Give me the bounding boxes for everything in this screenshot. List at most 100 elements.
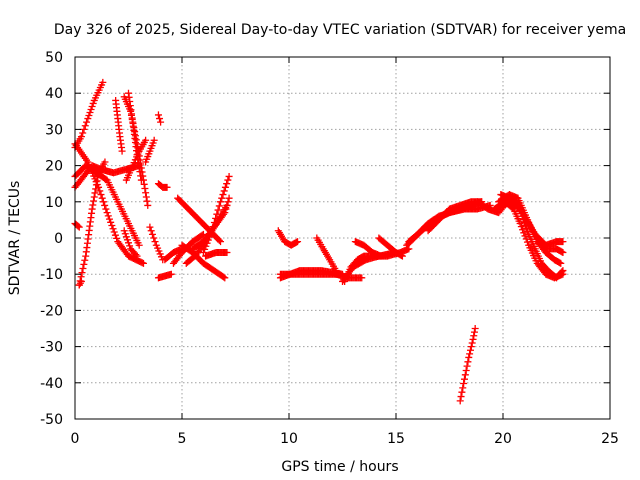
data-point <box>122 233 130 241</box>
data-point <box>294 238 302 246</box>
data-point <box>457 393 465 401</box>
data-point <box>90 193 98 201</box>
data-point <box>462 366 470 374</box>
data-point <box>132 251 140 259</box>
data-point <box>101 158 109 166</box>
data-point <box>77 277 85 285</box>
y-tick-label: -20 <box>40 303 63 319</box>
data-point <box>210 218 218 226</box>
data-point <box>461 371 469 379</box>
data-point <box>90 197 98 205</box>
data-point <box>96 187 104 195</box>
data-point <box>458 388 466 396</box>
data-point <box>460 375 468 383</box>
data-point <box>137 176 145 184</box>
x-tick-label: 5 <box>178 431 187 447</box>
data-point <box>108 222 116 230</box>
data-point <box>113 234 121 242</box>
data-point <box>225 194 233 202</box>
data-point <box>103 209 111 217</box>
data-point <box>142 193 150 201</box>
data-point <box>142 189 150 197</box>
data-point <box>459 384 467 392</box>
data-point <box>519 226 527 234</box>
data-point <box>199 248 207 256</box>
data-point <box>208 227 216 235</box>
data-point <box>102 205 110 213</box>
y-tick-label: 10 <box>45 195 63 211</box>
data-point <box>125 239 132 247</box>
y-tick-label: 50 <box>45 50 63 66</box>
data-point <box>101 201 109 209</box>
data-point <box>398 252 406 260</box>
chart-title: Day 326 of 2025, Sidereal Day-to-day VTE… <box>54 22 626 38</box>
data-point <box>88 102 96 110</box>
x-tick-label: 25 <box>601 431 619 447</box>
data-point <box>81 256 89 264</box>
data-point <box>146 223 154 231</box>
data-point <box>156 115 164 123</box>
data-point <box>140 180 148 188</box>
x-axis-ticks: 0 5 10 15 20 25 <box>71 57 619 447</box>
data-point <box>213 210 221 218</box>
data-point <box>224 198 232 206</box>
data-point <box>225 172 233 180</box>
data-point <box>157 118 165 126</box>
y-axis-label: SDTVAR / TECUs <box>7 181 23 296</box>
x-tick-label: 20 <box>494 431 512 447</box>
data-point <box>74 222 82 230</box>
data-point <box>78 269 86 277</box>
data-point <box>557 259 565 267</box>
data-point <box>92 181 100 189</box>
data-point <box>105 215 113 223</box>
data-point <box>456 397 464 405</box>
data-point <box>559 270 567 278</box>
data-point <box>120 227 128 235</box>
data-point <box>523 238 531 246</box>
data-point <box>224 176 232 184</box>
data-point <box>75 223 83 231</box>
data-point <box>98 194 106 202</box>
data-point <box>147 227 155 235</box>
data-point <box>121 230 129 238</box>
data-point <box>111 231 119 239</box>
data-point <box>465 353 473 361</box>
data-point <box>209 223 217 231</box>
y-tick-label: -40 <box>40 376 63 392</box>
data-point <box>126 242 134 250</box>
data-point <box>150 234 158 242</box>
data-point <box>522 235 530 243</box>
data-point <box>377 252 385 260</box>
data-point <box>207 230 215 238</box>
data-point <box>215 202 223 210</box>
data-point <box>118 147 126 155</box>
y-tick-label: -50 <box>40 412 63 428</box>
data-point <box>97 191 105 199</box>
data-point <box>123 236 131 244</box>
data-point <box>221 274 229 282</box>
data-point <box>154 111 162 119</box>
data-point <box>218 194 226 202</box>
data-point <box>469 335 477 343</box>
data-point <box>223 248 231 256</box>
data-point <box>470 328 478 336</box>
data-point <box>206 233 214 241</box>
data-point <box>199 230 207 238</box>
data-point <box>142 136 150 144</box>
data-point <box>80 125 88 133</box>
data-point <box>217 198 225 206</box>
data-point <box>220 187 228 195</box>
data-point <box>84 115 92 123</box>
data-point <box>222 205 230 213</box>
data-point <box>109 225 117 233</box>
data-point <box>92 185 100 193</box>
data-point <box>139 259 147 267</box>
data-point <box>167 270 175 278</box>
data-point <box>143 197 151 205</box>
data-point <box>107 218 115 226</box>
data-point <box>201 245 209 253</box>
data-point <box>215 236 223 244</box>
data-point <box>221 183 229 191</box>
data-point <box>148 230 156 238</box>
